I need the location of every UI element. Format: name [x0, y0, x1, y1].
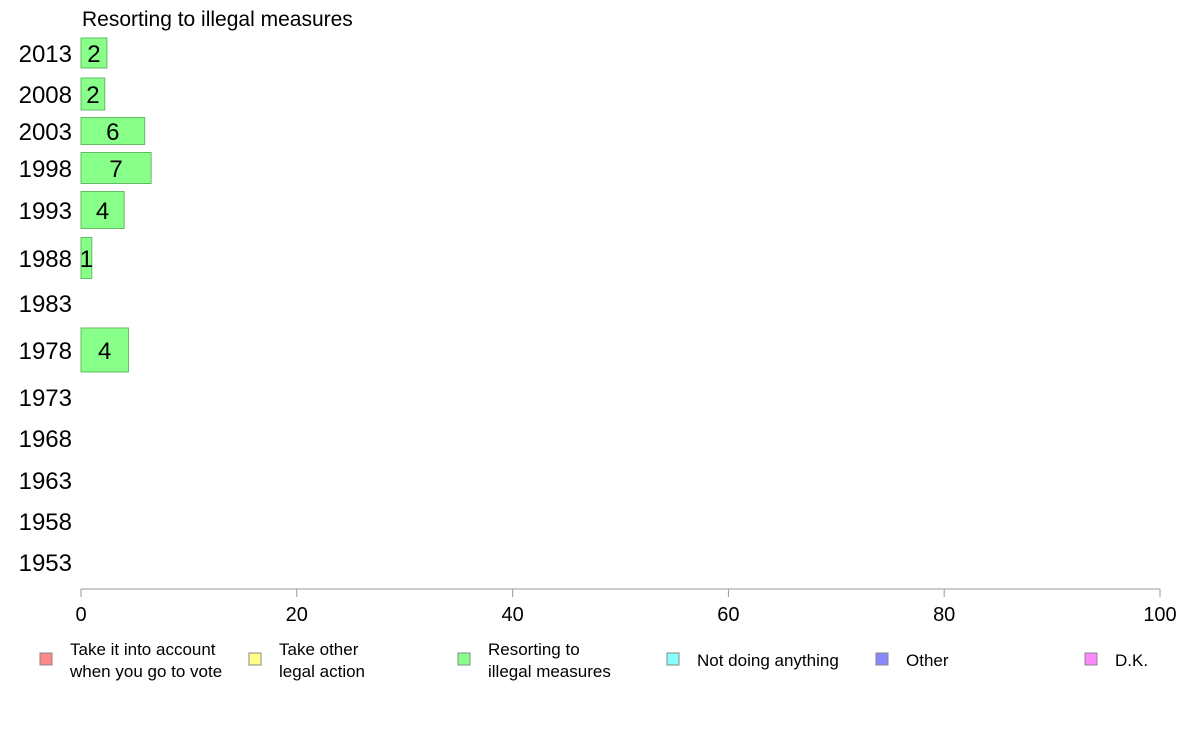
bar-1998: [80, 152, 152, 184]
bar-2003: [80, 117, 146, 145]
x-tick-label-20: 20: [286, 604, 308, 626]
legend-label: Take other: [279, 640, 359, 659]
legend-label: legal action: [279, 662, 365, 681]
chart-title: Resorting to illegal measures: [82, 8, 353, 31]
legend-swatch: [875, 652, 889, 666]
x-tick-label-100: 100: [1143, 604, 1176, 626]
bar-label-2013: 2: [87, 41, 100, 68]
y-tick-label-1958: 1958: [19, 509, 72, 536]
x-tick-label-40: 40: [501, 604, 523, 626]
y-tick-label-1968: 1968: [19, 426, 72, 453]
bar-1993: [80, 191, 125, 229]
legend-swatch: [457, 652, 471, 666]
legend-label: D.K.: [1115, 651, 1148, 670]
y-tick-label-1973: 1973: [19, 385, 72, 412]
bar-1978: [80, 327, 129, 373]
bar-label-1988: 1: [80, 246, 93, 273]
legend-label: Take it into account: [70, 640, 216, 659]
bar-label-1978: 4: [98, 338, 111, 365]
x-tick-label-80: 80: [933, 604, 955, 626]
legend-label: when you go to vote: [69, 662, 222, 681]
bar-1988: [80, 237, 93, 279]
legend-item: Take other legal action: [248, 640, 365, 681]
y-axis-labels: 2013 2008 2003 1998 1993 1988 1983 1978 1973 1968…: [19, 41, 72, 577]
y-tick-label-2003: 2003: [19, 119, 72, 146]
y-tick-label-1983: 1983: [19, 291, 72, 318]
x-axis: 0 20 40 60 80 100: [75, 588, 1177, 626]
legend-swatch: [39, 652, 53, 666]
y-tick-label-2013: 2013: [19, 41, 72, 68]
y-tick-label-1953: 1953: [19, 550, 72, 577]
y-tick-label-2008: 2008: [19, 82, 72, 109]
y-tick-label-1963: 1963: [19, 468, 72, 495]
bar-label-1998: 7: [109, 156, 122, 183]
x-tick-label-60: 60: [717, 604, 739, 626]
legend-label: illegal measures: [488, 662, 611, 681]
legend-swatch: [248, 652, 262, 666]
y-tick-label-1993: 1993: [19, 198, 72, 225]
bar-2008: [80, 77, 106, 111]
legend-item: Not doing anything: [666, 651, 839, 670]
bar-2013: [80, 37, 108, 69]
bar-label-2008: 2: [86, 82, 99, 109]
y-tick-label-1978: 1978: [19, 338, 72, 365]
x-tick-label-0: 0: [75, 604, 86, 626]
legend-label: Other: [906, 651, 949, 670]
y-tick-label-1998: 1998: [19, 156, 72, 183]
bar-label-1993: 4: [96, 198, 109, 225]
legend-swatch: [1084, 652, 1098, 666]
legend-item: Take it into account when you go to vote: [39, 640, 222, 681]
bar-label-2003: 6: [106, 119, 119, 146]
legend-swatch: [666, 652, 680, 666]
legend-item: D.K.: [1084, 651, 1148, 670]
legend-item: Other: [875, 651, 949, 670]
y-tick-label-1988: 1988: [19, 246, 72, 273]
legend-label: Resorting to: [488, 640, 580, 659]
legend-item: Resorting to illegal measures: [457, 640, 611, 681]
legend-label: Not doing anything: [697, 651, 839, 670]
